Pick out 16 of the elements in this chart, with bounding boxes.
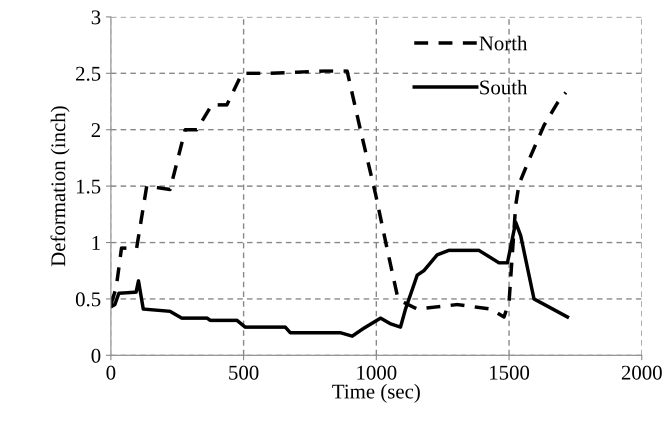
y-tick-label: 0.5: [76, 292, 100, 306]
y-tick-label: 3: [92, 10, 100, 24]
y-tick-label: 1: [92, 236, 100, 250]
x-tick-label: 2000: [622, 366, 662, 380]
y-tick-label: 0: [92, 348, 100, 363]
x-axis-title: Time (sec): [332, 384, 420, 403]
legend-label: South: [480, 80, 528, 94]
y-tick-label: 1.5: [76, 180, 100, 194]
legend-label: North: [479, 36, 528, 50]
x-tick-label: 1500: [490, 366, 530, 380]
y-tick-label: 2.5: [76, 66, 100, 81]
y-tick-label: 2: [92, 123, 100, 137]
x-tick-label: 0: [106, 366, 116, 380]
y-axis-title: Deformation (inch): [50, 106, 70, 266]
x-tick-label: 1000: [357, 366, 396, 380]
x-tick-label: 500: [229, 366, 258, 380]
